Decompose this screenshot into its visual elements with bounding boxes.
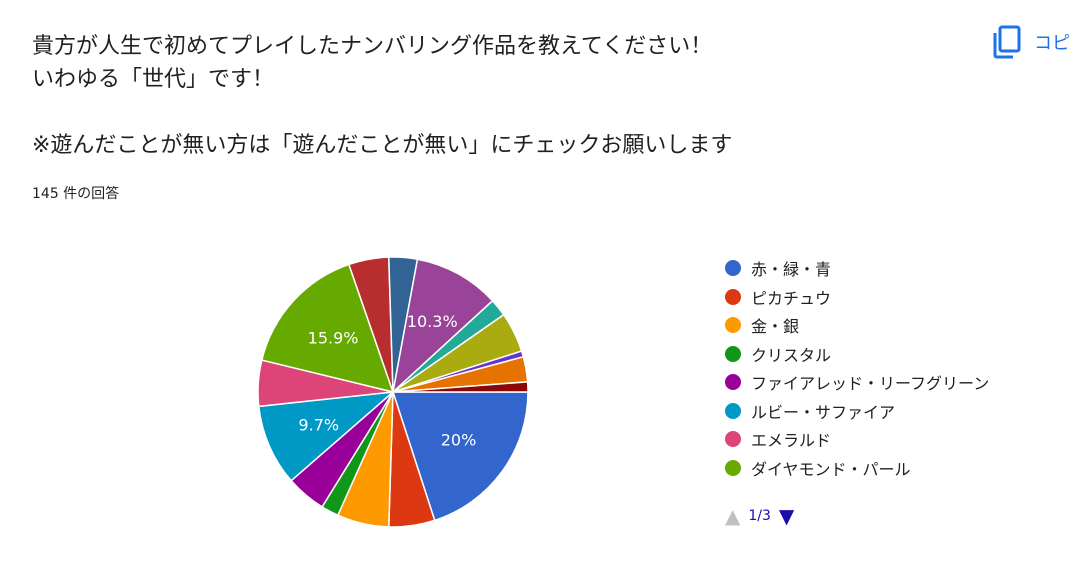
legend-item[interactable]: ダイヤモンド・パール: [725, 454, 989, 483]
legend-swatch: [725, 459, 741, 476]
legend-item[interactable]: ピカチュウ: [725, 283, 989, 312]
legend-label: エメラルド: [751, 431, 832, 451]
copy-button[interactable]: コピ: [992, 25, 1070, 59]
response-count: 145 件の回答: [32, 186, 120, 202]
slice-data-label: 20%: [441, 431, 477, 450]
legend-label: 赤・緑・青: [751, 260, 832, 280]
triangle-down-icon[interactable]: ▼: [778, 504, 795, 528]
chart-legend: 赤・緑・青ピカチュウ金・銀クリスタルファイアレッド・リーフグリーン ルビー・サファ…: [725, 254, 989, 482]
legend-swatch: [725, 431, 741, 448]
pie-slice-0[interactable]: [391, 391, 529, 522]
pie-slice-10[interactable]: [391, 258, 494, 395]
legend-label: ファイアレッド・リーフグリーン: [751, 374, 990, 394]
question-line-2: いわゆる「世代」です！: [32, 67, 275, 92]
copy-icon: [992, 25, 1022, 59]
pie-slice-15[interactable]: [392, 381, 529, 393]
slice-data-label: 10.3%: [407, 312, 458, 331]
legend-swatch: [725, 317, 741, 334]
slice-data-label: 15.9%: [308, 328, 359, 347]
question-line-1: 貴方が人生で初めてプレイしたナンバリング作品を教えてください！: [32, 34, 713, 59]
legend-label: ルビー・サファイア: [751, 402, 896, 422]
legend-item[interactable]: エメラルド: [725, 425, 989, 454]
pager-label: 1/3: [748, 508, 771, 524]
legend-swatch: [725, 345, 741, 362]
legend-label: クリスタル: [751, 345, 832, 365]
legend-label: ダイヤモンド・パール: [751, 459, 911, 479]
legend-item[interactable]: ルビー・サファイア: [725, 397, 989, 426]
legend-label: 金・銀: [751, 317, 800, 337]
legend-swatch: [725, 402, 741, 419]
slice-data-label: 9.7%: [298, 415, 339, 434]
pie-slice-7[interactable]: [260, 263, 395, 394]
copy-button-label: コピ: [1034, 33, 1070, 54]
pie-slice-5[interactable]: [257, 391, 396, 482]
triangle-up-icon[interactable]: ▲: [725, 504, 741, 528]
legend-swatch: [725, 260, 741, 277]
question-text: 貴方が人生で初めてプレイしたナンバリング作品を教えてください！ いわゆる「世代」…: [32, 30, 932, 162]
legend-label: ピカチュウ: [751, 288, 832, 308]
legend-swatch: [725, 374, 741, 391]
question-line-3: ※遊んだことが無い方は「遊んだことが無い」にチェックお願いします: [32, 133, 733, 158]
legend-item[interactable]: クリスタル: [725, 340, 989, 369]
legend-pager: ▲ 1/3 ▼: [725, 506, 794, 526]
legend-item[interactable]: 赤・緑・青: [725, 254, 989, 283]
legend-swatch: [725, 288, 741, 305]
legend-item[interactable]: ファイアレッド・リーフグリーン: [725, 368, 989, 397]
pie-chart: 20% 9.7% 15.9% 10.3%: [257, 256, 529, 528]
legend-item[interactable]: 金・銀: [725, 311, 989, 340]
